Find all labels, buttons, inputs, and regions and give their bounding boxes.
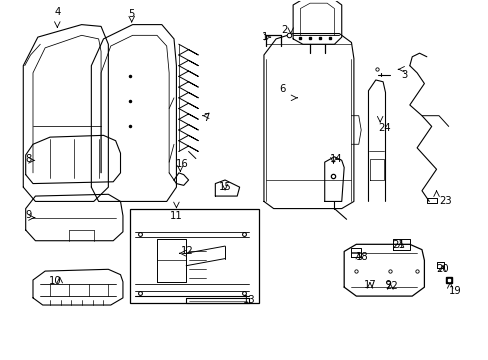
Text: 16: 16 bbox=[176, 159, 188, 169]
Text: 10: 10 bbox=[48, 276, 61, 286]
Text: 24: 24 bbox=[377, 123, 390, 133]
Text: 2: 2 bbox=[281, 25, 287, 35]
Text: 14: 14 bbox=[329, 154, 342, 164]
Text: 9: 9 bbox=[25, 210, 31, 220]
Text: 7: 7 bbox=[203, 113, 209, 123]
Text: 15: 15 bbox=[218, 182, 231, 192]
Text: 3: 3 bbox=[400, 70, 407, 80]
Text: 5: 5 bbox=[128, 9, 135, 19]
Text: 18: 18 bbox=[355, 252, 368, 262]
Text: 20: 20 bbox=[436, 264, 448, 274]
Text: 23: 23 bbox=[438, 196, 451, 206]
Text: 22: 22 bbox=[384, 282, 397, 292]
Text: 6: 6 bbox=[279, 84, 285, 94]
Text: 4: 4 bbox=[54, 7, 61, 17]
Text: 1: 1 bbox=[262, 32, 268, 42]
Text: 13: 13 bbox=[243, 295, 255, 305]
Text: 21: 21 bbox=[392, 240, 405, 250]
Text: 11: 11 bbox=[170, 211, 183, 221]
Text: 12: 12 bbox=[181, 247, 193, 256]
FancyBboxPatch shape bbox=[130, 208, 259, 303]
Text: 8: 8 bbox=[25, 154, 31, 164]
Text: 19: 19 bbox=[448, 287, 461, 296]
Text: 17: 17 bbox=[363, 280, 376, 291]
